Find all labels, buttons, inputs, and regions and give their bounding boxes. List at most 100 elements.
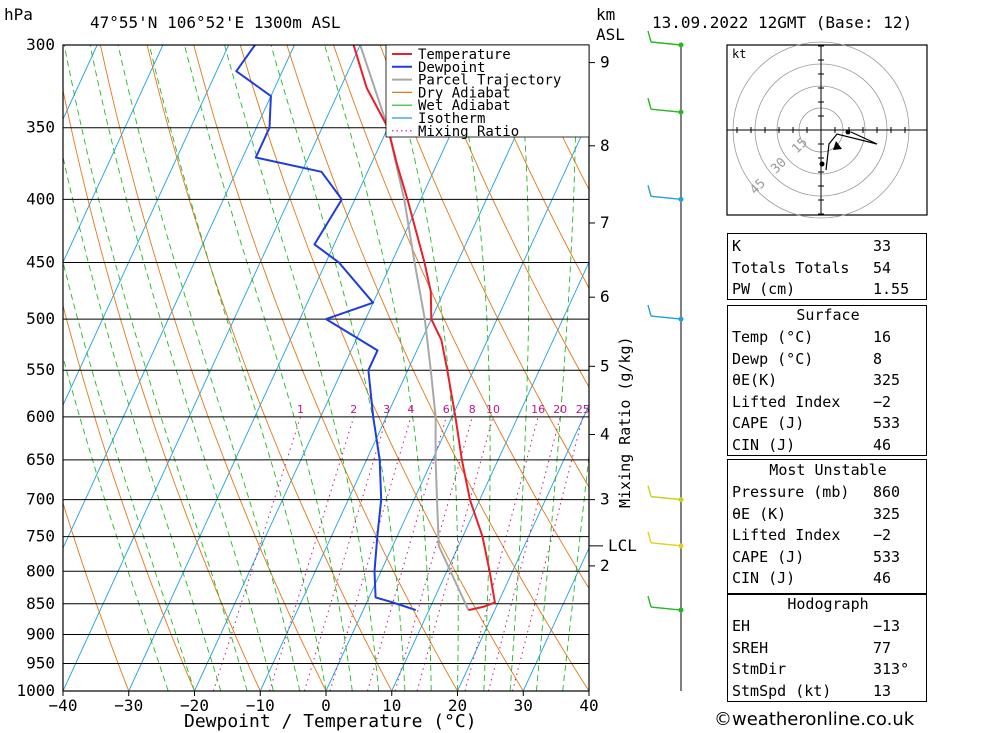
index-row: Lifted Index −2: [728, 392, 928, 414]
index-row: CIN (J) 46: [728, 435, 928, 457]
mixing-ratio-label: 25: [576, 403, 590, 416]
index-key: K: [732, 237, 742, 255]
x-axis-title: Dewpoint / Temperature (°C): [184, 711, 477, 732]
wet-adiabat-line: [324, 45, 432, 691]
index-key: CIN (J): [732, 435, 796, 454]
wet-adiabat-line: [535, 45, 577, 691]
pressure-tick-label: 400: [26, 189, 55, 208]
asl-label: ASL: [596, 25, 625, 44]
km-tick-label: 5: [600, 356, 610, 375]
km-tick-label: 3: [600, 490, 610, 509]
index-row: EH −13: [728, 616, 928, 638]
index-key: PW (cm): [732, 280, 796, 298]
wind-barb-feather: [647, 97, 652, 110]
wet-adiabat-line: [184, 45, 353, 691]
index-value: 1.55: [873, 280, 910, 298]
x-tick-label: 40: [579, 696, 598, 715]
index-key: StmSpd (kt): [732, 681, 832, 700]
mixing-ratio-line: [416, 416, 494, 691]
pressure-tick-label: 750: [26, 527, 55, 546]
temperature-line: [352, 45, 496, 612]
indices-surface-box: [727, 305, 927, 456]
pressure-tick-label: 350: [26, 118, 55, 137]
legend-label: Parcel Trajectory: [418, 73, 561, 89]
index-row: StmDir 313°: [728, 659, 928, 681]
indices-mu-box: [727, 459, 927, 594]
index-key: Pressure (mb): [732, 483, 850, 501]
index-section-title: Most Unstable: [769, 461, 887, 479]
index-value: −2: [873, 526, 892, 544]
dry-adiabat-line: [99, 45, 327, 691]
index-row: StmSpd (kt) 13: [728, 681, 928, 703]
pressure-tick-label: 1000: [16, 681, 55, 700]
index-value: 325: [873, 371, 901, 389]
mixing-ratio-label: 2: [350, 403, 357, 416]
index-row: θE(K) 325: [728, 370, 928, 392]
isotherm-line: [63, 45, 295, 550]
index-row: Pressure (mb) 860: [728, 482, 928, 504]
index-key: CIN (J): [732, 569, 796, 587]
pressure-tick-label: 550: [26, 360, 55, 379]
pressure-tick-label: 450: [26, 253, 55, 272]
wind-barb-feather: [647, 185, 652, 197]
parcel-trajectory-line: [359, 45, 470, 611]
location-title: 47°55'N 106°52'E 1300m ASL: [90, 13, 340, 32]
pressure-tick-label: 600: [26, 407, 55, 426]
index-value: 533: [873, 414, 901, 432]
index-row: CIN (J) 46: [728, 568, 928, 590]
hodograph-upper-point: [845, 129, 851, 135]
credit[interactable]: ©weatheronline.co.uk: [714, 709, 915, 730]
x-tick-label: −10: [246, 696, 275, 715]
isotherm-line: [63, 45, 164, 264]
index-value: 33: [873, 237, 892, 255]
isobars: [63, 44, 589, 692]
hodograph-trace: [825, 131, 878, 171]
profiles: [235, 45, 496, 612]
wet-adiabat-line: [270, 45, 406, 691]
x-tick-label: −30: [114, 696, 143, 715]
wind-barb-feather: [647, 531, 652, 544]
index-row: PW (cm) 1.55: [728, 279, 928, 301]
dry-adiabat-line: [286, 45, 589, 691]
wind-barb-dot: [678, 543, 684, 549]
index-key: SREH: [732, 638, 769, 657]
isotherm-line: [128, 45, 427, 691]
index-key: EH: [732, 617, 751, 635]
index-row: CAPE (J) 533: [728, 413, 928, 435]
hodograph-surface-point: [819, 161, 825, 167]
index-value: 13: [873, 681, 892, 700]
legend-label: Wet Adiabat: [418, 98, 511, 114]
wind-barb: [650, 195, 682, 201]
dewpoint-line: [235, 45, 417, 612]
mixing-ratio-line: [269, 416, 355, 691]
datetime-title: 13.09.2022 12GMT (Base: 12): [652, 13, 912, 32]
wind-barb-feather: [647, 595, 652, 608]
mixing-ratio-label: 10: [486, 403, 500, 416]
index-key: Totals Totals: [732, 258, 850, 277]
index-key: Lifted Index: [732, 392, 841, 411]
index-value: 8: [873, 349, 883, 368]
wind-barb-dot: [678, 109, 684, 115]
hpa-label: hPa: [4, 5, 33, 24]
wind-barb-dot: [678, 196, 684, 202]
index-value: 313°: [873, 660, 910, 678]
pressure-tick-label: 900: [26, 624, 55, 643]
index-value: 54: [873, 258, 892, 277]
mixing-ratio-line: [367, 416, 447, 691]
index-value: 46: [873, 569, 892, 587]
mixing-ratio-line: [394, 416, 473, 691]
wind-barb-dot: [678, 497, 684, 503]
legend-label: Dewpoint: [418, 60, 485, 76]
index-key: CAPE (J): [732, 414, 805, 432]
dry-adiabat-line: [63, 501, 130, 691]
wind-barb-axis: [647, 30, 684, 691]
pressure-tick-label: 800: [26, 561, 55, 580]
mixing-ratio-label: 6: [443, 403, 450, 416]
index-section-title: Hodograph: [787, 595, 869, 613]
index-key: StmDir: [732, 660, 787, 678]
km-tick-label: 9: [600, 53, 610, 72]
index-value: −13: [873, 617, 901, 635]
